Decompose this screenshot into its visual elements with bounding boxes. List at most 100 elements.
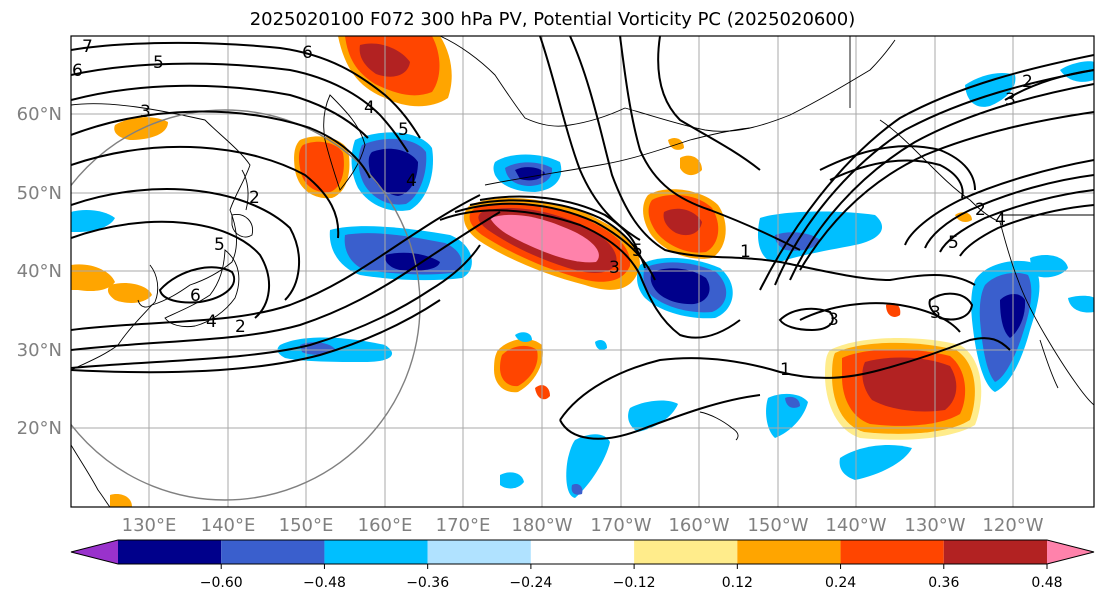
contour-label: 3: [609, 258, 620, 278]
coast-philippines: [71, 444, 111, 507]
coast-alaska-west: [439, 36, 626, 127]
contour-label: 3: [828, 310, 839, 330]
anomaly-negative-aleutian-west-peak: [515, 167, 545, 181]
colorbar: −0.60 −0.48 −0.36 −0.24 −0.12 0.12 0.24 0.36 0.4…: [70, 539, 1095, 591]
colorbar-tick-label: −0.12: [613, 575, 656, 591]
contour-line-5: [71, 145, 340, 239]
anomaly-negative-california-east: [1030, 255, 1068, 278]
contour-label: 1: [780, 360, 791, 380]
coast-us-west: [999, 221, 1094, 406]
colorbar-outline: [70, 539, 1095, 565]
contour-line-17: [569, 36, 976, 286]
contour-line-11: [71, 244, 481, 369]
anomaly-negative-subtropic-2-core: [785, 396, 800, 408]
anomaly-positive-small-1: [668, 137, 684, 150]
contour-line-19: [619, 36, 801, 251]
contour-label: 2: [235, 317, 246, 337]
contour-label: 6: [190, 286, 201, 306]
contour-line-26: [759, 54, 1094, 291]
contour-line-2: [71, 62, 409, 153]
contour-labels: 7 6 5 3 6 4 5 4 2 5 6 4 2 5 3 1 3 1 3 2 …: [72, 37, 1033, 380]
contour-label: 6: [72, 61, 83, 81]
colorbar-segment: [530, 540, 635, 564]
contour-line-31: [924, 174, 1094, 249]
anomaly-negative-kamchatka-sea-core: [368, 148, 418, 196]
contour-line-9: [71, 194, 481, 331]
contour-label: 5: [153, 53, 164, 73]
coast-sakhalin: [241, 169, 249, 211]
coast-alaska-south: [624, 39, 896, 132]
contour-line-29: [799, 111, 1094, 271]
anomaly-negative-subtropic-1: [628, 400, 678, 432]
colorbar-segment: [737, 540, 841, 564]
lon-label-170w: 170°W: [590, 515, 651, 536]
lon-label-160e: 160°E: [358, 515, 413, 536]
colorbar-segment: [118, 540, 222, 564]
lat-label-20n: 20°N: [17, 418, 62, 439]
contour-label: 5: [948, 233, 959, 253]
anomaly-negative-subtropic-5: [500, 472, 524, 489]
lon-label-140e: 140°E: [201, 515, 256, 536]
contour-line-30: [904, 159, 1094, 246]
contour-line-15: [469, 199, 646, 269]
contour-line-7: [71, 220, 271, 319]
contour-line-6: [71, 188, 301, 301]
contour-label: 3: [930, 303, 941, 323]
colorbar-segments: [71, 540, 1094, 564]
anomaly-positive-gulf-alaska-west-peak: [663, 208, 702, 236]
lon-label-130w: 130°W: [904, 515, 965, 536]
chart-title: 2025020100 F072 300 hPa PV, Potential Vo…: [249, 9, 856, 30]
contour-label: 7: [82, 37, 93, 57]
lon-label-180w: 180°W: [511, 515, 572, 536]
contour-label: 4: [364, 98, 375, 118]
anomaly-positive-small-2: [680, 155, 702, 176]
contour-label: 4: [406, 171, 417, 191]
anomaly-negative-subtropic-7: [515, 332, 532, 343]
lon-label-150e: 150°E: [279, 515, 334, 536]
colorbar-tick-label: −0.60: [200, 575, 243, 591]
colorbar-segment: [427, 540, 531, 564]
pv-contours: [71, 36, 1094, 440]
contour-label: 2: [975, 200, 986, 220]
lon-label-170e: 170°E: [436, 515, 491, 536]
anomaly-negative-nw-pacific-lower-core: [384, 252, 440, 271]
coastlines: [71, 36, 1094, 507]
anomaly-negative-central-east-core: [650, 268, 710, 305]
colorbar-ticks: −0.60 −0.48 −0.36 −0.24 −0.12 0.12 0.24 0.36 0.4…: [200, 564, 1063, 591]
contour-line-28: [789, 83, 1094, 281]
anomaly-negative-coast-sw: [1068, 295, 1094, 313]
contour-line-20: [657, 36, 761, 171]
contour-line-16: [479, 195, 639, 253]
region-outline-circle: [71, 109, 421, 501]
contour-line-32: [939, 189, 1094, 253]
anomaly-negative-alaska-north-2: [1060, 61, 1094, 82]
contour-label: 3: [1005, 90, 1016, 110]
lon-label-130e: 130°E: [122, 515, 177, 536]
latitude-labels: 60°N 50°N 40°N 30°N 20°N: [17, 104, 62, 439]
coast-baja: [1039, 339, 1059, 389]
coast-japan: [164, 249, 240, 328]
contour-line-33: [959, 204, 1094, 257]
coast-hokkaido: [231, 214, 253, 238]
colorbar-tick-label: 0.24: [825, 575, 856, 591]
colorbar-extend-low: [71, 540, 118, 564]
lat-label-40n: 40°N: [17, 261, 62, 282]
contour-line-35: [829, 159, 964, 199]
contour-line-4: [71, 110, 371, 179]
map-layers: 7 6 5 3 6 4 5 4 2 5 6 4 2 5 3 1 3 1 3 2 …: [71, 36, 1094, 507]
anomaly-negative-subtropic-3: [566, 434, 610, 498]
colorbar-tick-label: 0.12: [722, 575, 753, 591]
contour-line-3: [71, 84, 369, 139]
contour-line-34: [819, 145, 976, 191]
colorbar-extend-high: [1047, 540, 1094, 564]
contour-label: 3: [140, 102, 151, 122]
anomaly-positive-hawaii-nw-core: [500, 345, 538, 387]
coast-aleutians: [484, 127, 751, 186]
colorbar-tick-label: 0.48: [1031, 575, 1062, 591]
coast-east-asia: [71, 103, 251, 371]
colorbar-segment: [943, 540, 1047, 564]
colorbar-tick-label: −0.36: [406, 575, 449, 591]
contour-line-1: [71, 41, 421, 139]
lat-label-30n: 30°N: [17, 340, 62, 361]
